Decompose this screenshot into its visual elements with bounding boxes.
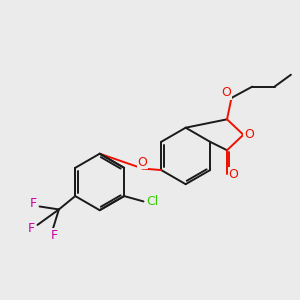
- Text: O: O: [137, 155, 147, 169]
- Text: Cl: Cl: [146, 195, 158, 208]
- Text: O: O: [221, 86, 231, 99]
- Text: O: O: [229, 167, 238, 181]
- Text: F: F: [51, 229, 58, 242]
- Text: F: F: [30, 197, 37, 210]
- Text: F: F: [27, 222, 34, 235]
- Text: O: O: [244, 128, 254, 141]
